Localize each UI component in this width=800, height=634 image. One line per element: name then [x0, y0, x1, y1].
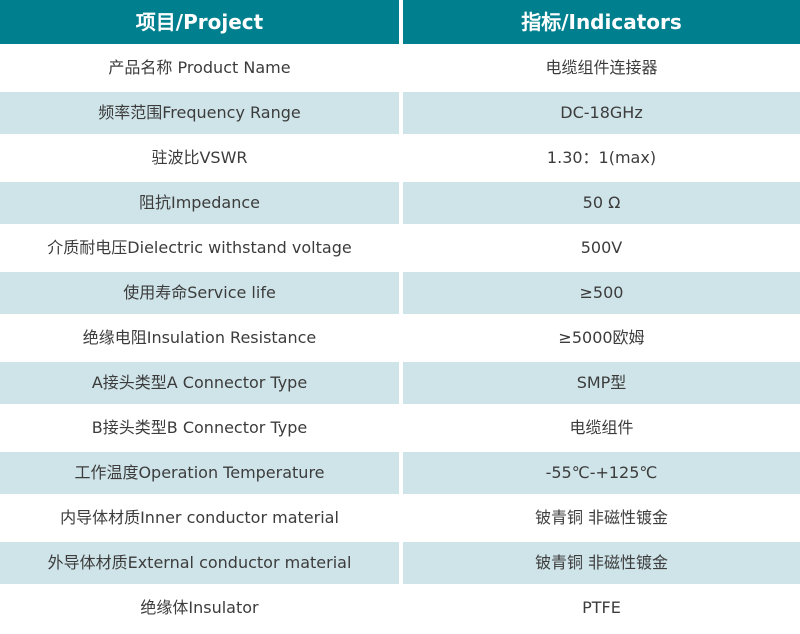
table-row: B接头类型B Connector Type 电缆组件 — [0, 407, 800, 449]
header-indicators-cell: 指标/Indicators — [403, 0, 800, 44]
indicator-cell: 1.30：1(max) — [403, 137, 800, 179]
table-row: 绝缘体Insulator PTFE — [0, 587, 800, 629]
project-cell: 使用寿命Service life — [0, 272, 399, 314]
table-body: 产品名称 Product Name 电缆组件连接器 频率范围Frequency … — [0, 47, 800, 629]
indicator-cell: ≥5000欧姆 — [403, 317, 800, 359]
indicator-cell: ≥500 — [403, 272, 800, 314]
project-cell: 介质耐电压Dielectric withstand voltage — [0, 227, 399, 269]
indicator-cell: SMP型 — [403, 362, 800, 404]
indicator-cell: PTFE — [403, 587, 800, 629]
project-cell: 驻波比VSWR — [0, 137, 399, 179]
table-row: 外导体材质External conductor material 铍青铜 非磁性… — [0, 542, 800, 584]
project-cell: 外导体材质External conductor material — [0, 542, 399, 584]
project-cell: 产品名称 Product Name — [0, 47, 399, 89]
indicator-cell: 电缆组件 — [403, 407, 800, 449]
indicator-cell: 铍青铜 非磁性镀金 — [403, 497, 800, 539]
project-cell: 内导体材质Inner conductor material — [0, 497, 399, 539]
project-cell: A接头类型A Connector Type — [0, 362, 399, 404]
table-row: A接头类型A Connector Type SMP型 — [0, 362, 800, 404]
project-cell: 频率范围Frequency Range — [0, 92, 399, 134]
indicator-cell: 50 Ω — [403, 182, 800, 224]
table-row: 产品名称 Product Name 电缆组件连接器 — [0, 47, 800, 89]
indicator-cell: DC-18GHz — [403, 92, 800, 134]
project-cell: 工作温度Operation Temperature — [0, 452, 399, 494]
indicator-cell: -55℃-+125℃ — [403, 452, 800, 494]
table-row: 介质耐电压Dielectric withstand voltage 500V — [0, 227, 800, 269]
table-row: 阻抗Impedance 50 Ω — [0, 182, 800, 224]
table-row: 频率范围Frequency Range DC-18GHz — [0, 92, 800, 134]
table-row: 工作温度Operation Temperature -55℃-+125℃ — [0, 452, 800, 494]
project-cell: 绝缘体Insulator — [0, 587, 399, 629]
project-cell: B接头类型B Connector Type — [0, 407, 399, 449]
header-project-cell: 项目/Project — [0, 0, 399, 44]
table-header-row: 项目/Project 指标/Indicators — [0, 0, 800, 44]
project-cell: 绝缘电阻Insulation Resistance — [0, 317, 399, 359]
project-cell: 阻抗Impedance — [0, 182, 399, 224]
indicator-cell: 铍青铜 非磁性镀金 — [403, 542, 800, 584]
table-row: 驻波比VSWR 1.30：1(max) — [0, 137, 800, 179]
table-row: 使用寿命Service life ≥500 — [0, 272, 800, 314]
indicator-cell: 500V — [403, 227, 800, 269]
table-row: 内导体材质Inner conductor material 铍青铜 非磁性镀金 — [0, 497, 800, 539]
indicator-cell: 电缆组件连接器 — [403, 47, 800, 89]
table-row: 绝缘电阻Insulation Resistance ≥5000欧姆 — [0, 317, 800, 359]
